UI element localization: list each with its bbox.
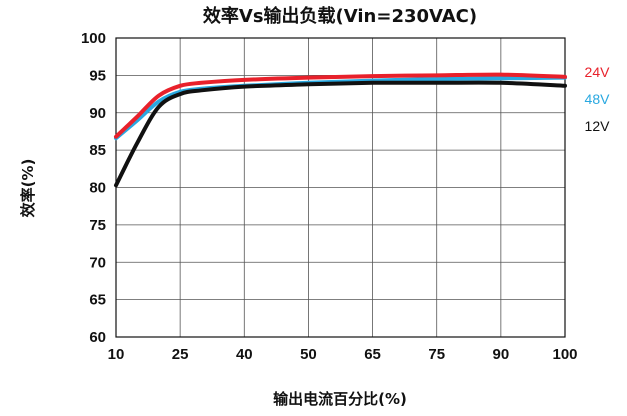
x-tick-label: 75 (428, 346, 445, 363)
legend-label-24V: 24V (585, 64, 611, 80)
legend: 24V 48V 12V (585, 64, 611, 134)
y-tick-label: 60 (89, 329, 106, 346)
x-tick-label: 25 (172, 346, 189, 363)
x-tick-label: 50 (300, 346, 317, 363)
y-tick-label: 70 (89, 254, 106, 271)
x-tick-label: 90 (493, 346, 510, 363)
y-tick-label: 75 (89, 217, 106, 234)
y-axis: 60 65 70 75 80 85 90 95 100 (81, 30, 106, 346)
x-tick-label: 65 (364, 346, 381, 363)
x-axis: 10 25 40 50 65 75 90 100 (108, 346, 578, 363)
plot-frame (115, 37, 566, 338)
x-axis-label: 输出电流百分比(%) (273, 390, 407, 408)
series-line-12V (114, 80, 567, 188)
legend-label-12V: 12V (585, 118, 611, 134)
series-lines (114, 72, 567, 188)
y-axis-label: 效率(%) (19, 159, 37, 218)
chart-title: 效率Vs输出负载(Vin=230VAC) (203, 5, 477, 27)
y-tick-label: 65 (89, 292, 106, 309)
y-tick-label: 80 (89, 180, 106, 197)
x-tick-label: 40 (236, 346, 253, 363)
legend-label-48V: 48V (585, 91, 611, 107)
y-tick-label: 85 (89, 142, 106, 159)
x-tick-label: 100 (552, 346, 577, 363)
y-tick-label: 90 (89, 105, 106, 122)
y-tick-label: 95 (89, 67, 106, 84)
series-line-24V (114, 72, 567, 139)
x-tick-label: 10 (108, 346, 125, 363)
y-tick-label: 100 (81, 30, 106, 47)
